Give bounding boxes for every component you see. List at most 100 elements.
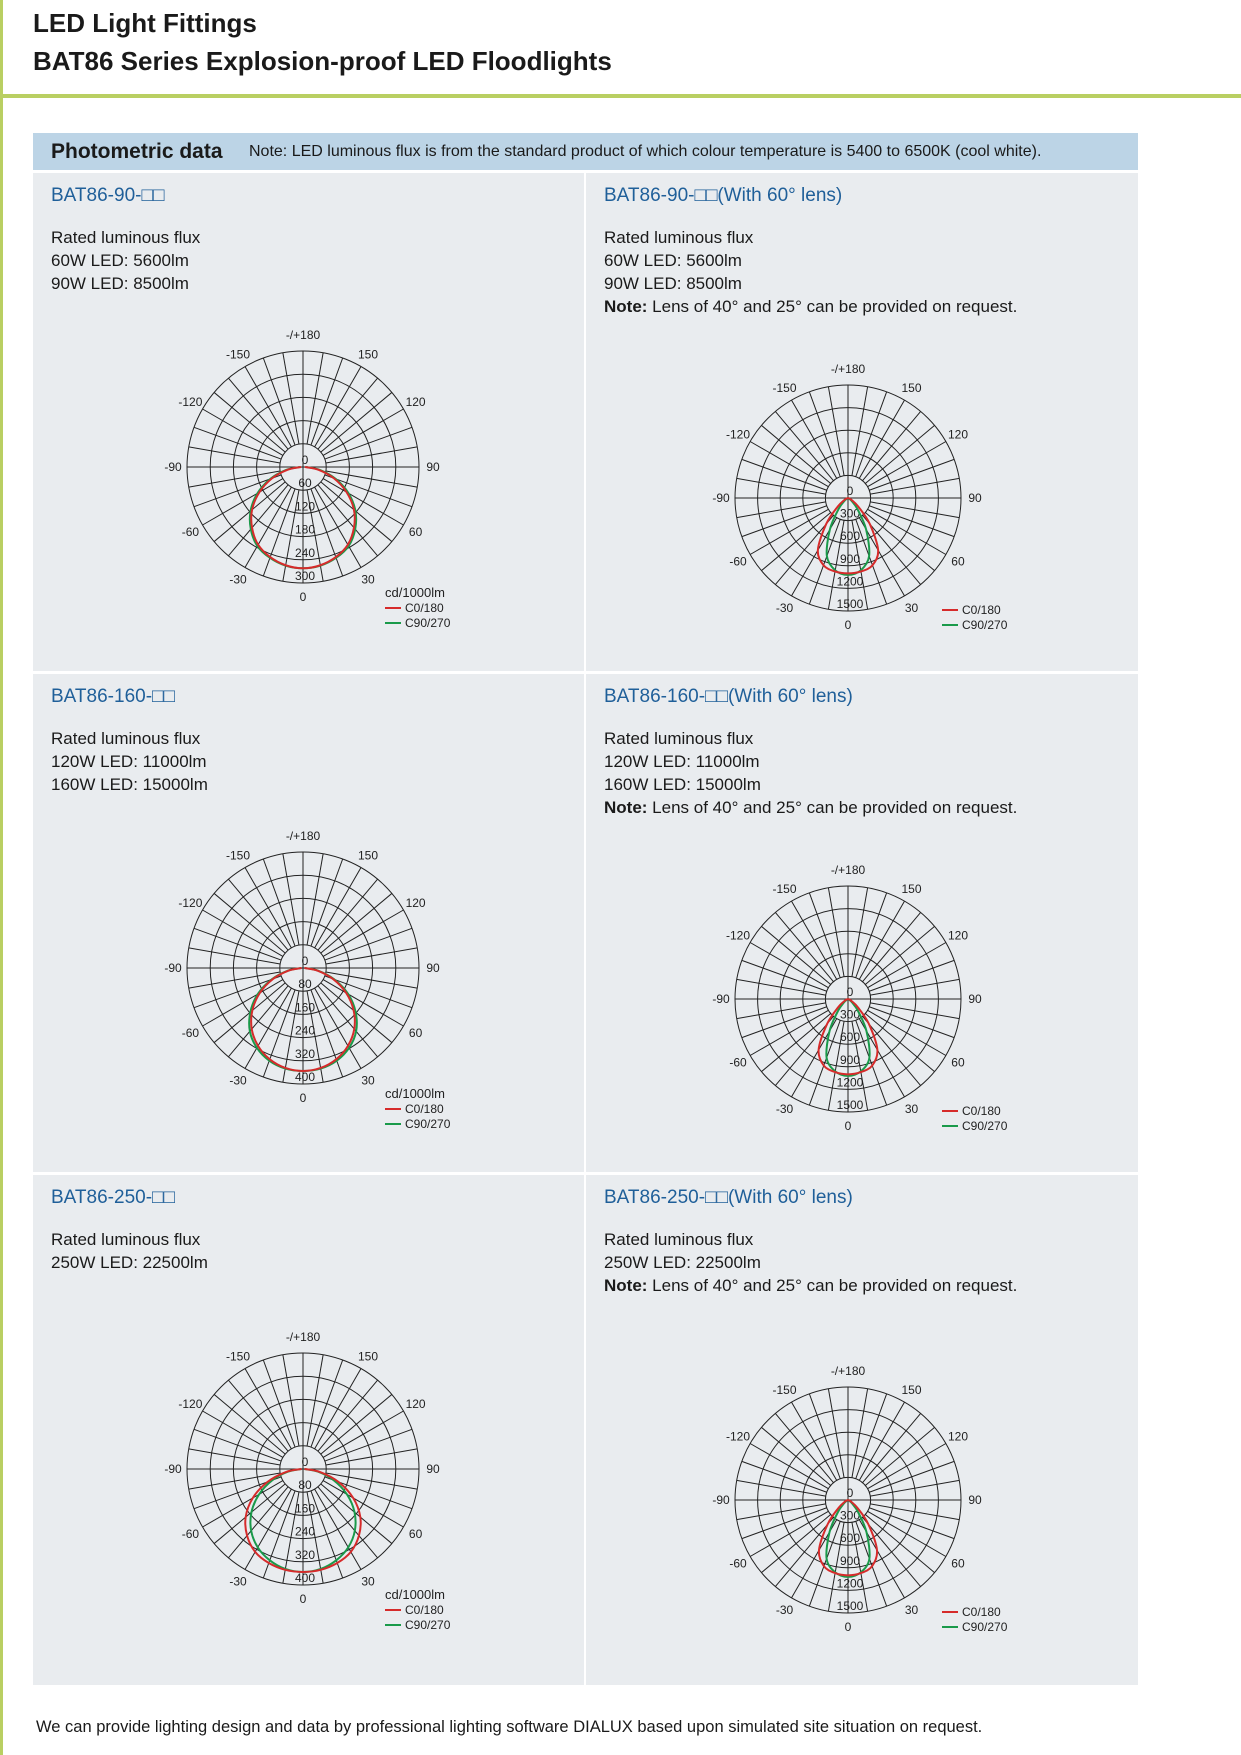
radial-gridline	[188, 470, 281, 488]
radial-gridline	[855, 1393, 888, 1479]
angle-label: -30	[776, 1603, 794, 1617]
angle-label: -/+180	[286, 829, 321, 843]
ring-value-label: 180	[295, 523, 315, 537]
angle-label: 90	[968, 1493, 982, 1507]
radial-gridline	[213, 893, 286, 954]
legend-label: C90/270	[405, 616, 451, 630]
radial-gridline	[851, 386, 869, 476]
ring-value-label: 0	[847, 985, 854, 999]
photometric-cell: BAT86-160-□□ Rated luminous flux 120W LED:…	[33, 674, 584, 1172]
radial-gridline	[324, 426, 413, 460]
polar-diagram: 0 30 60 90 120 150 -/+180 -150 -120 -90 -60 -30 0 60 1…	[164, 328, 451, 630]
radial-gridline	[188, 446, 281, 464]
ring-value-label: 160	[295, 1501, 315, 1515]
radial-gridline	[870, 477, 960, 495]
radial-gridline	[855, 391, 888, 477]
lens-note-text: Lens of 40° and 25° can be provided on r…	[647, 798, 1018, 817]
radial-gridline	[228, 878, 289, 951]
page-title: LED Light Fittings	[33, 8, 257, 38]
ring-value-label: 0	[847, 484, 854, 498]
angle-label: 30	[905, 1102, 919, 1116]
ring-value-label: 80	[298, 977, 312, 991]
radial-gridline	[741, 505, 827, 538]
radial-gridline	[864, 424, 935, 484]
angle-label: 90	[968, 491, 982, 505]
photometric-cell: BAT86-90-□□ Rated luminous flux 60W LED: 5…	[33, 173, 584, 671]
radial-gridline	[306, 853, 324, 946]
radial-gridline	[325, 971, 418, 989]
radial-gridline	[325, 947, 418, 965]
radial-gridline	[228, 377, 289, 450]
angle-label: -60	[729, 1557, 747, 1571]
radial-gridline	[791, 399, 838, 479]
radial-gridline	[827, 887, 845, 977]
radial-gridline	[827, 520, 845, 610]
intensity-curve-C0-180	[817, 1499, 879, 1577]
model-title: BAT86-250-□□(With 60° lens)	[604, 1187, 853, 1208]
flux-line: 120W LED: 11000lm	[51, 752, 207, 771]
header-divider	[0, 94, 1241, 98]
radial-gridline	[761, 1426, 832, 1486]
radial-gridline	[244, 1368, 292, 1450]
radial-gridline	[228, 1486, 289, 1559]
radial-gridline	[325, 1448, 418, 1466]
angle-label: -150	[772, 381, 796, 395]
ring-value-label: 300	[840, 1509, 860, 1523]
angle-label: -/+180	[286, 1330, 321, 1344]
polar-diagram: 0 30 60 90 120 150 -/+180 -150 -120 -90 -60 -30 0 80 1…	[164, 829, 450, 1131]
radial-gridline	[862, 411, 922, 482]
ring-value-label: 400	[295, 1070, 315, 1084]
radial-gridline	[213, 392, 286, 453]
radial-gridline	[774, 912, 834, 983]
radial-gridline	[867, 441, 947, 488]
radial-gridline	[262, 989, 296, 1078]
section-heading: Photometric data	[51, 140, 223, 163]
radial-gridline	[324, 927, 413, 961]
angle-label: -120	[178, 395, 202, 409]
angle-label: -150	[772, 1383, 796, 1397]
radial-gridline	[827, 1021, 845, 1111]
radial-gridline	[306, 1354, 324, 1447]
radial-gridline	[188, 971, 281, 989]
radial-gridline	[322, 1480, 404, 1528]
unit-label: cd/1000lm	[385, 1587, 445, 1602]
radial-gridline	[320, 1483, 393, 1544]
lens-note-text: Lens of 40° and 25° can be provided on r…	[647, 1276, 1018, 1295]
angle-label: -90	[712, 491, 730, 505]
radial-gridline	[827, 1522, 845, 1612]
angle-label: -/+180	[831, 362, 866, 376]
radial-gridline	[808, 1393, 841, 1479]
angle-label: 30	[361, 1074, 375, 1088]
angle-label: -90	[164, 961, 182, 975]
legend-label: C0/180	[405, 1603, 444, 1617]
legend-label: C90/270	[962, 1620, 1008, 1634]
polar-diagram: 0 30 60 90 120 150 -/+180 -150 -120 -90 -60 -30 0 80 1…	[164, 1330, 450, 1632]
radial-gridline	[310, 357, 344, 446]
lens-note-label: Note:	[604, 798, 648, 817]
angle-label: -90	[164, 460, 182, 474]
radial-gridline	[262, 488, 296, 577]
angle-label: -60	[729, 1056, 747, 1070]
intensity-curve-C0-180	[250, 967, 356, 1072]
radial-gridline	[867, 942, 947, 989]
radial-gridline	[317, 985, 378, 1058]
lens-note-text: Lens of 40° and 25° can be provided on r…	[647, 297, 1018, 316]
radial-gridline	[867, 1443, 947, 1490]
radial-gridline	[188, 1448, 281, 1466]
angle-label: -30	[229, 573, 247, 587]
model-title: BAT86-160-□□(With 60° lens)	[604, 686, 853, 707]
photometric-header-band: Photometric data Note: LED luminous flux…	[33, 133, 1138, 170]
radial-gridline	[864, 925, 935, 985]
intensity-curve-C0-180	[250, 466, 356, 570]
angle-label: 120	[406, 1397, 426, 1411]
legend-label: C0/180	[405, 601, 444, 615]
radial-gridline	[322, 909, 404, 957]
angle-label: -120	[178, 1397, 202, 1411]
legend-label: C0/180	[962, 603, 1001, 617]
radial-gridline	[310, 1359, 344, 1448]
angle-label: 120	[948, 929, 968, 943]
angle-label: -30	[776, 1102, 794, 1116]
flux-line: Rated luminous flux	[604, 1230, 754, 1249]
radial-gridline	[761, 925, 832, 985]
flux-line: Rated luminous flux	[604, 729, 754, 748]
